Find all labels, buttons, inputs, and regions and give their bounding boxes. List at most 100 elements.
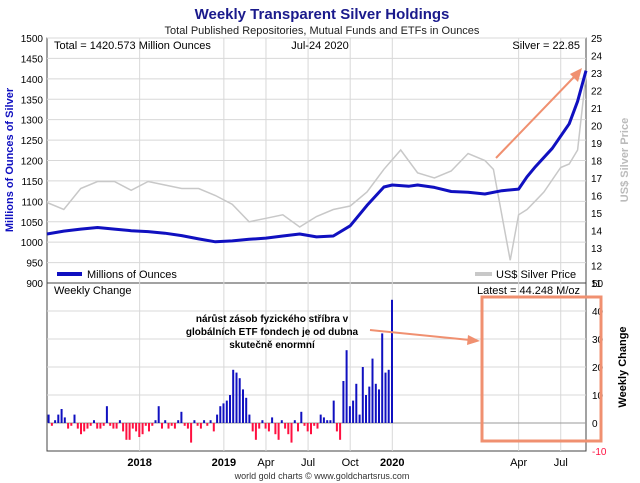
weekly-change-bar	[365, 395, 367, 423]
legend-price: US$ Silver Price	[475, 269, 576, 281]
weekly-change-bar	[135, 423, 138, 432]
bottom-tick-label: 30	[592, 335, 604, 346]
header-total: Total = 1420.573 Million Ounces	[54, 40, 211, 52]
weekly-change-bar	[164, 420, 167, 423]
weekly-change-bar	[335, 423, 338, 432]
weekly-change-bar	[144, 423, 147, 426]
legend-price-label: US$ Silver Price	[496, 269, 576, 281]
weekly-change-bar	[138, 423, 141, 437]
right-tick-label: 22	[591, 87, 603, 98]
right-tick-label: 13	[591, 244, 603, 255]
weekly-change-bar	[368, 386, 371, 423]
series-layer	[46, 70, 588, 261]
weekly-change-bar	[225, 400, 228, 423]
left-tick-label: 1450	[21, 54, 44, 65]
header-silver-price: Silver = 22.85	[512, 40, 580, 52]
weekly-change-bar	[199, 423, 202, 429]
left-tick-label: 1300	[21, 116, 44, 127]
weekly-change-bar	[345, 350, 348, 423]
weekly-change-bar	[109, 423, 112, 426]
weekly-change-bar	[170, 423, 173, 426]
weekly-change-bar	[83, 423, 86, 432]
weekly-change-bar	[284, 423, 287, 429]
weekly-change-bar	[161, 423, 163, 429]
weekly-change-bar	[63, 417, 66, 423]
weekly-change-bar	[216, 414, 219, 423]
right-tick-label: 23	[591, 69, 603, 80]
weekly-change-bar	[235, 372, 238, 423]
x-tick-label: Jul	[301, 457, 315, 469]
weekly-change-bar	[47, 414, 50, 423]
weekly-change-bar	[173, 423, 176, 429]
weekly-change-bar	[391, 299, 393, 423]
x-tick-label: Apr	[510, 457, 527, 469]
weekly-change-bar	[89, 423, 92, 426]
weekly-change-bar	[303, 423, 306, 426]
weekly-change-bar	[274, 423, 277, 435]
left-tick-label: 950	[26, 259, 43, 270]
weekly-change-bar	[148, 423, 150, 432]
weekly-change-bar	[167, 423, 170, 429]
weekly-change-label: Weekly Change	[54, 285, 131, 297]
bottom-tick-label: 0	[592, 419, 598, 430]
weekly-change-bar	[306, 423, 309, 432]
right-tick-label: 25	[591, 34, 603, 45]
weekly-change-bar	[70, 423, 73, 426]
weekly-change-bar	[358, 414, 361, 423]
annotation-text: nárůst zásob fyzického stříbra v globální…	[186, 313, 359, 351]
weekly-change-bar	[229, 395, 231, 423]
weekly-change-bar	[267, 423, 270, 432]
left-tick-label: 1150	[21, 177, 43, 188]
right-tick-label: 19	[591, 139, 603, 150]
annotation-arrow	[369, 329, 471, 341]
weekly-change-bar	[99, 423, 102, 429]
right-axis-label: US$ Silver Price	[619, 118, 631, 202]
weekly-change-bar	[251, 423, 254, 432]
weekly-change-bar	[54, 420, 57, 423]
left-tick-label: 1200	[21, 157, 44, 168]
right-tick-label: 12	[591, 262, 603, 273]
bars-layer	[47, 299, 393, 443]
weekly-change-bar	[67, 423, 70, 429]
weekly-change-bar	[196, 423, 199, 426]
left-tick-label: 1400	[21, 75, 44, 86]
axis-layer: 2018 2019 Apr Jul Oct 2020 Apr Jul9009501000105…	[21, 34, 607, 469]
weekly-change-bar	[105, 406, 108, 423]
weekly-change-bar	[112, 423, 115, 429]
weekly-change-bar	[76, 423, 79, 429]
silver-price-line	[46, 74, 587, 261]
weekly-change-bar	[342, 381, 345, 423]
right-tick-label: 16	[591, 192, 603, 203]
header-date: Jul-24 2020	[291, 40, 349, 52]
weekly-change-bar	[177, 420, 180, 423]
right-tick-label: 17	[591, 174, 603, 185]
x-tick-label: Apr	[257, 457, 274, 469]
weekly-change-bar	[186, 423, 189, 429]
legend-holdings-label: Millions of Ounces	[87, 269, 177, 281]
legend-holdings: Millions of Ounces	[57, 269, 177, 281]
weekly-change-bar	[180, 411, 183, 423]
weekly-change-bar	[212, 423, 215, 432]
weekly-change-bar	[151, 423, 154, 426]
weekly-change-bar	[371, 358, 374, 423]
weekly-change-bar	[258, 423, 261, 429]
weekly-change-bar	[348, 406, 351, 423]
bottom-tick-label: 40	[592, 307, 604, 318]
right-tick-label: 20	[591, 122, 603, 133]
weekly-change-bar	[73, 414, 76, 423]
x-tick-label: Jul	[554, 457, 568, 469]
weekly-change-bar	[238, 378, 241, 423]
x-tick-label: 2018	[127, 457, 151, 469]
bottom-tick-label: 10	[592, 391, 604, 402]
weekly-change-bar	[316, 423, 319, 429]
weekly-change-bar	[329, 420, 332, 423]
weekly-change-bar	[193, 420, 196, 423]
weekly-change-bar	[203, 420, 206, 423]
annotation-line: nárůst zásob fyzického stříbra v	[196, 313, 349, 325]
weekly-change-bar	[60, 409, 63, 423]
weekly-change-bar	[86, 423, 89, 429]
weekly-change-bar	[118, 420, 121, 423]
weekly-change-bar	[183, 423, 186, 426]
weekly-change-bar	[154, 420, 157, 423]
